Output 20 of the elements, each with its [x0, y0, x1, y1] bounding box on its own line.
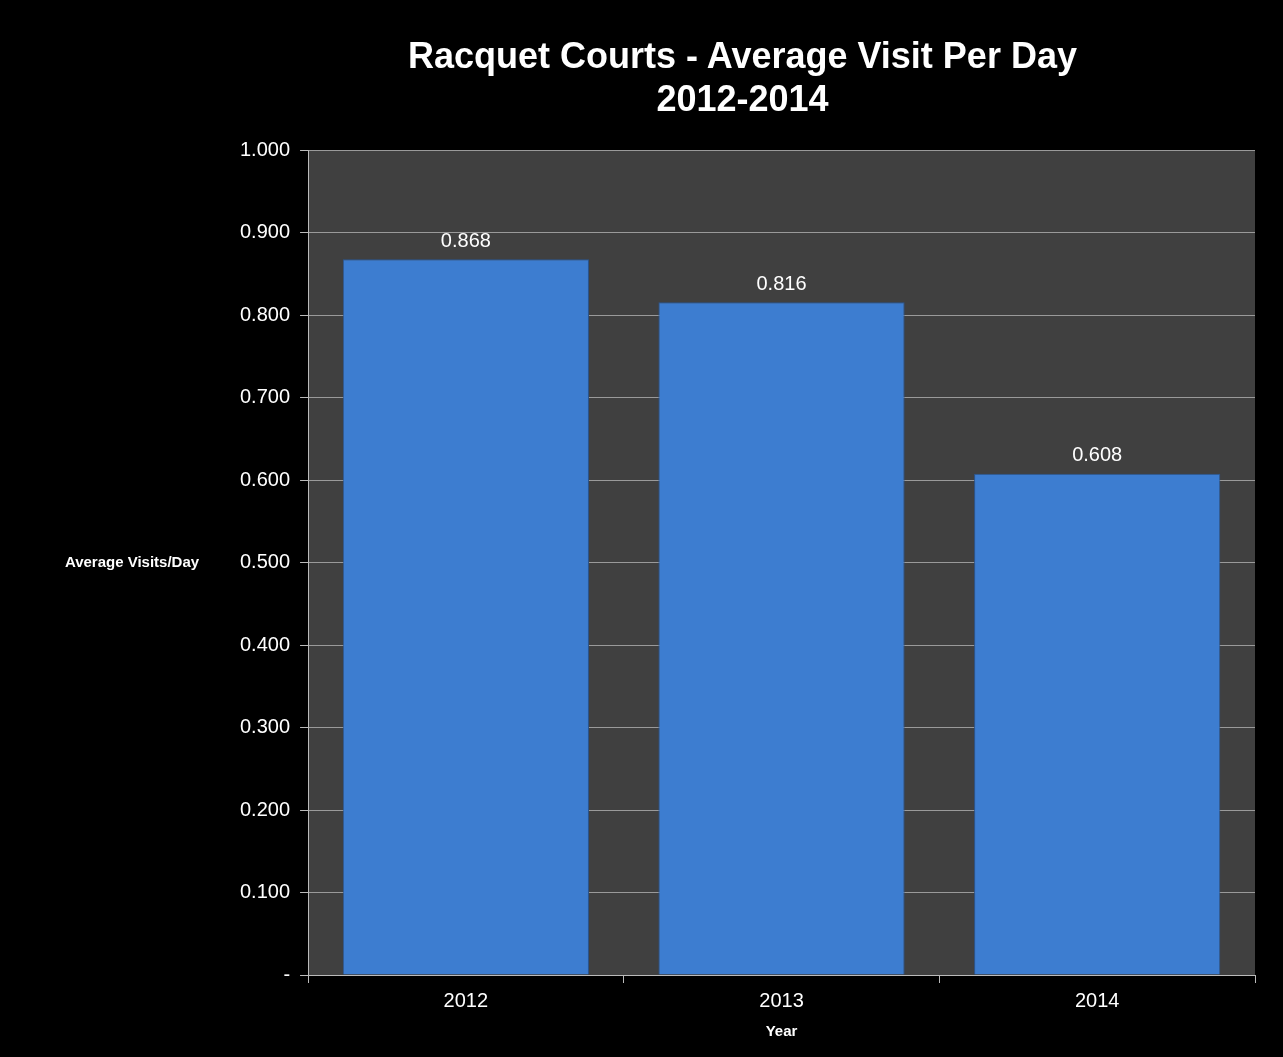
x-tick-label: 2012 — [443, 988, 489, 1011]
data-label: 0.868 — [440, 228, 491, 251]
y-tick-label: - — [283, 962, 291, 985]
y-tick-label: 1.000 — [239, 137, 291, 160]
y-tick-label: 0.700 — [239, 385, 291, 408]
x-axis-title: Year — [765, 1022, 798, 1040]
y-tick-label: 0.500 — [239, 550, 291, 573]
y-tick-label: 0.900 — [239, 220, 291, 243]
y-tick-label: 0.300 — [239, 715, 291, 738]
data-label: 0.608 — [1072, 443, 1123, 466]
y-tick-label: 0.400 — [239, 632, 291, 655]
chart-title: Racquet Courts - Average Visit Per Day 2012-2014 — [408, 34, 1077, 119]
y-tick-label: 0.100 — [239, 880, 291, 903]
data-label: 0.816 — [756, 271, 807, 294]
x-tick-label: 2014 — [1074, 988, 1120, 1011]
y-axis-title: Average Visits/Day — [64, 552, 200, 570]
y-tick-label: 0.600 — [239, 467, 291, 490]
x-tick-label: 2013 — [759, 988, 804, 1011]
y-tick-label: 0.800 — [239, 302, 291, 325]
y-tick-label: 0.200 — [239, 797, 291, 820]
